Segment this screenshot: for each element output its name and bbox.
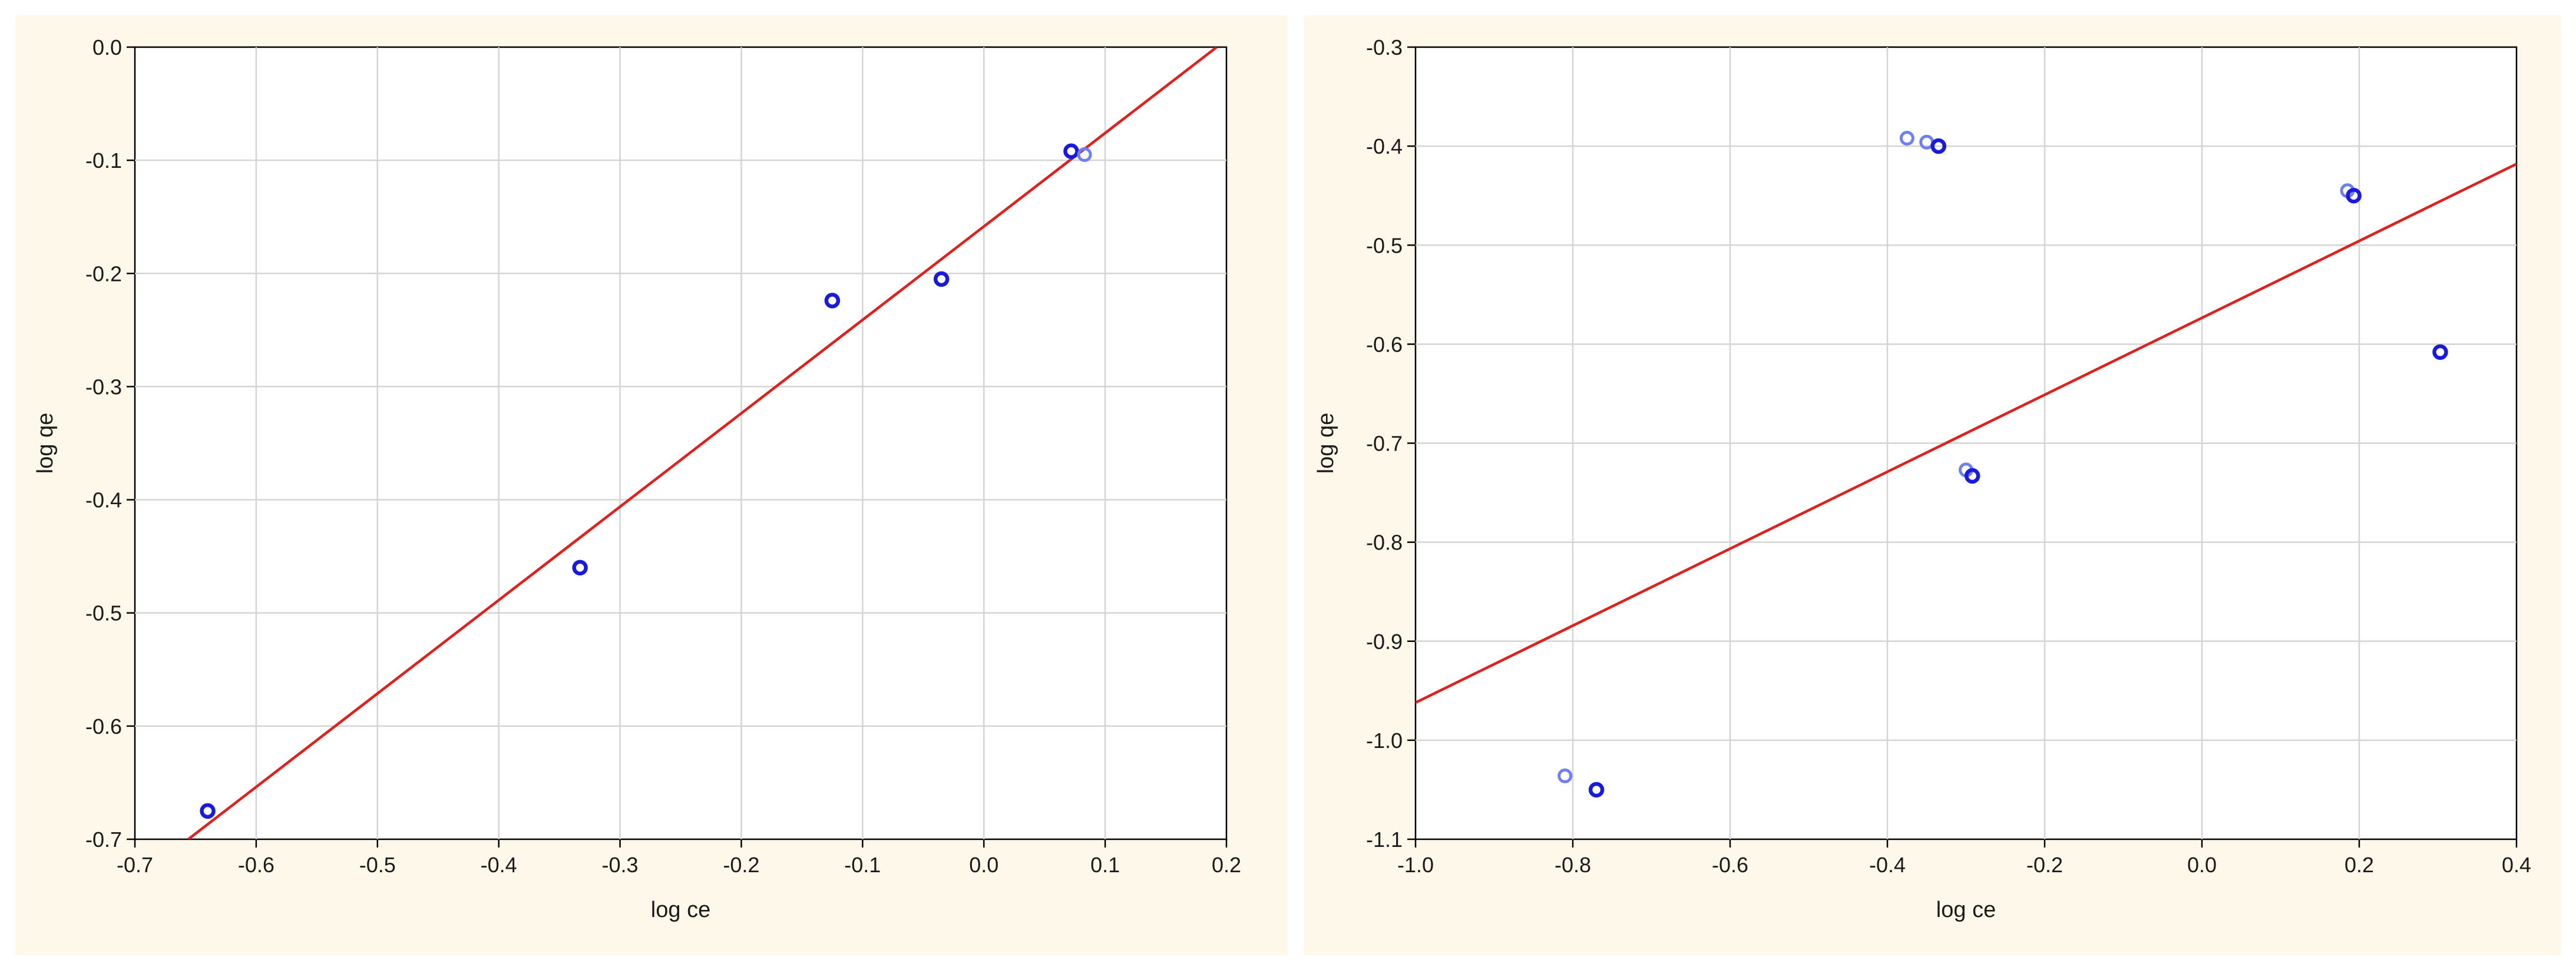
x-tick-label: -0.4 <box>481 853 517 877</box>
y-tick-label: -0.1 <box>85 148 122 173</box>
x-tick-label: 0.2 <box>1212 853 1241 877</box>
y-tick-label: -0.8 <box>1366 531 1403 555</box>
right-chart-panel: -1.0 -0.8 -0.6 -0.4 -0.2 0.0 0.2 0.4 -0.3 -0.4 -0.… <box>1304 15 2561 955</box>
y-tick-label: -0.3 <box>1366 35 1403 59</box>
x-tick-label: -0.6 <box>238 853 275 877</box>
y-tick-label: -0.4 <box>85 488 122 512</box>
x-tick-label: 0.0 <box>969 853 998 877</box>
data-point <box>572 560 588 576</box>
x-tick-label: -0.2 <box>2026 853 2063 877</box>
data-point <box>1964 468 1980 484</box>
x-tick-label: -0.1 <box>844 853 881 877</box>
data-point <box>1588 782 1605 798</box>
y-tick-label: 0.0 <box>92 35 122 59</box>
fit-line <box>1416 163 2517 704</box>
y-tick-label: -0.9 <box>1366 630 1403 654</box>
x-tick-label: 0.4 <box>2502 853 2531 877</box>
x-tick-label: 0.0 <box>2187 853 2217 877</box>
y-tick-label: -0.5 <box>1366 233 1403 257</box>
data-point <box>824 293 841 309</box>
fit-line <box>187 47 1218 839</box>
y-tick-label: -0.6 <box>1366 332 1403 356</box>
data-point <box>933 271 950 287</box>
x-tick-label: -0.7 <box>117 853 153 877</box>
y-tick-label: -0.2 <box>85 261 122 286</box>
y-tick-label: -0.7 <box>85 827 122 852</box>
x-tick-label: -0.4 <box>1869 853 1906 877</box>
y-tick-label: -0.3 <box>85 375 122 399</box>
x-tick-label: -0.5 <box>359 853 396 877</box>
right-scatter-chart: -1.0 -0.8 -0.6 -0.4 -0.2 0.0 0.2 0.4 -0.3 -0.4 -0.… <box>1314 35 2531 922</box>
x-tick-label: -0.3 <box>602 853 639 877</box>
y-axis-label: log qe <box>1314 413 1338 474</box>
data-point <box>1930 138 1947 154</box>
data-point <box>1077 147 1092 163</box>
y-tick-label: -0.7 <box>1366 432 1403 456</box>
y-tick-label: -0.6 <box>85 714 122 739</box>
x-axis-label: log ce <box>651 898 710 922</box>
data-point <box>1899 131 1914 146</box>
data-point <box>200 803 216 819</box>
y-tick-label: -1.0 <box>1366 729 1403 753</box>
data-point <box>1557 768 1573 783</box>
data-point <box>2346 187 2362 204</box>
left-chart-panel: -0.7 -0.6 -0.5 -0.4 -0.3 -0.2 -0.1 0.0 0.1 0.2 0.0… <box>15 15 1288 955</box>
x-axis-label: log ce <box>1936 898 1996 922</box>
x-tick-label: 0.2 <box>2344 853 2374 877</box>
data-point <box>1063 143 1079 160</box>
x-tick-label: -0.8 <box>1555 853 1591 877</box>
left-scatter-chart: -0.7 -0.6 -0.5 -0.4 -0.3 -0.2 -0.1 0.0 0.1 0.2 0.0… <box>33 35 1241 922</box>
x-tick-label: -0.6 <box>1712 853 1748 877</box>
y-tick-label: -1.1 <box>1366 827 1403 852</box>
y-tick-label: -0.4 <box>1366 134 1403 158</box>
data-point <box>2432 344 2448 360</box>
y-tick-label: -0.5 <box>85 601 122 625</box>
x-tick-label: -1.0 <box>1397 853 1434 877</box>
x-tick-label: 0.1 <box>1090 853 1120 877</box>
y-axis-label: log qe <box>33 413 58 474</box>
x-tick-label: -0.2 <box>723 853 759 877</box>
